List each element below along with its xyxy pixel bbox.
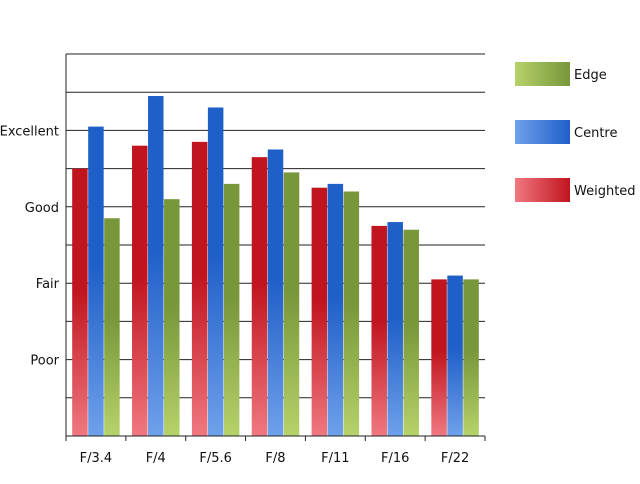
- x-tick-label: F/4: [146, 451, 166, 466]
- y-tick-label: Fair: [36, 277, 60, 292]
- legend-swatch: [515, 120, 570, 144]
- bar-weighted-F4: [132, 145, 148, 436]
- bar-edge-F4: [164, 199, 180, 436]
- bar-centre-F56: [207, 107, 224, 436]
- legend-item-centre: Centre: [515, 120, 617, 144]
- y-tick-label: Good: [25, 201, 59, 216]
- bar-weighted-F11: [311, 187, 328, 436]
- bar-centre-F4: [148, 96, 164, 437]
- x-tick-label: F/16: [381, 451, 409, 466]
- x-tick-label: F/5.6: [199, 451, 232, 466]
- bar-weighted-F8: [251, 157, 268, 436]
- bar-centre-F11: [327, 183, 344, 436]
- bar-weighted-F22: [431, 279, 447, 436]
- legend: Edge Centre Weighted: [515, 62, 636, 202]
- x-tick-label: F/22: [441, 451, 469, 466]
- y-tick-label: Poor: [30, 354, 59, 369]
- x-tick-label: F/11: [321, 451, 349, 466]
- bar-edge-F22: [463, 279, 479, 436]
- legend-label: Centre: [574, 126, 617, 141]
- legend-item-edge: Edge: [515, 62, 607, 86]
- bar-centre-F8: [267, 149, 284, 436]
- x-tick-label: F/8: [265, 451, 285, 466]
- bar-edge-F11: [343, 191, 360, 436]
- bar-weighted-F34: [72, 168, 88, 436]
- legend-label: Edge: [574, 68, 607, 83]
- legend-swatch: [515, 62, 570, 86]
- legend-item-weighted: Weighted: [515, 178, 636, 202]
- bars: [72, 96, 479, 437]
- bar-centre-F16: [387, 222, 403, 436]
- bar-edge-F16: [403, 229, 419, 436]
- bar-centre-F22: [447, 275, 463, 436]
- axes: F/3.4 F/4 F/5.6 F/8 F/11 F/16 F/22 Poor Fair Good…: [0, 54, 486, 466]
- bar-edge-F8: [283, 172, 300, 437]
- bar-weighted-F16: [371, 225, 387, 436]
- bar-weighted-F56: [191, 141, 208, 437]
- x-tick-label: F/3.4: [80, 451, 113, 466]
- bar-centre-F34: [88, 126, 104, 436]
- legend-swatch: [515, 178, 570, 202]
- bar-edge-F34: [104, 218, 120, 436]
- bar-edge-F56: [223, 183, 240, 436]
- y-tick-label: Excellent: [0, 124, 59, 139]
- legend-label: Weighted: [574, 184, 636, 199]
